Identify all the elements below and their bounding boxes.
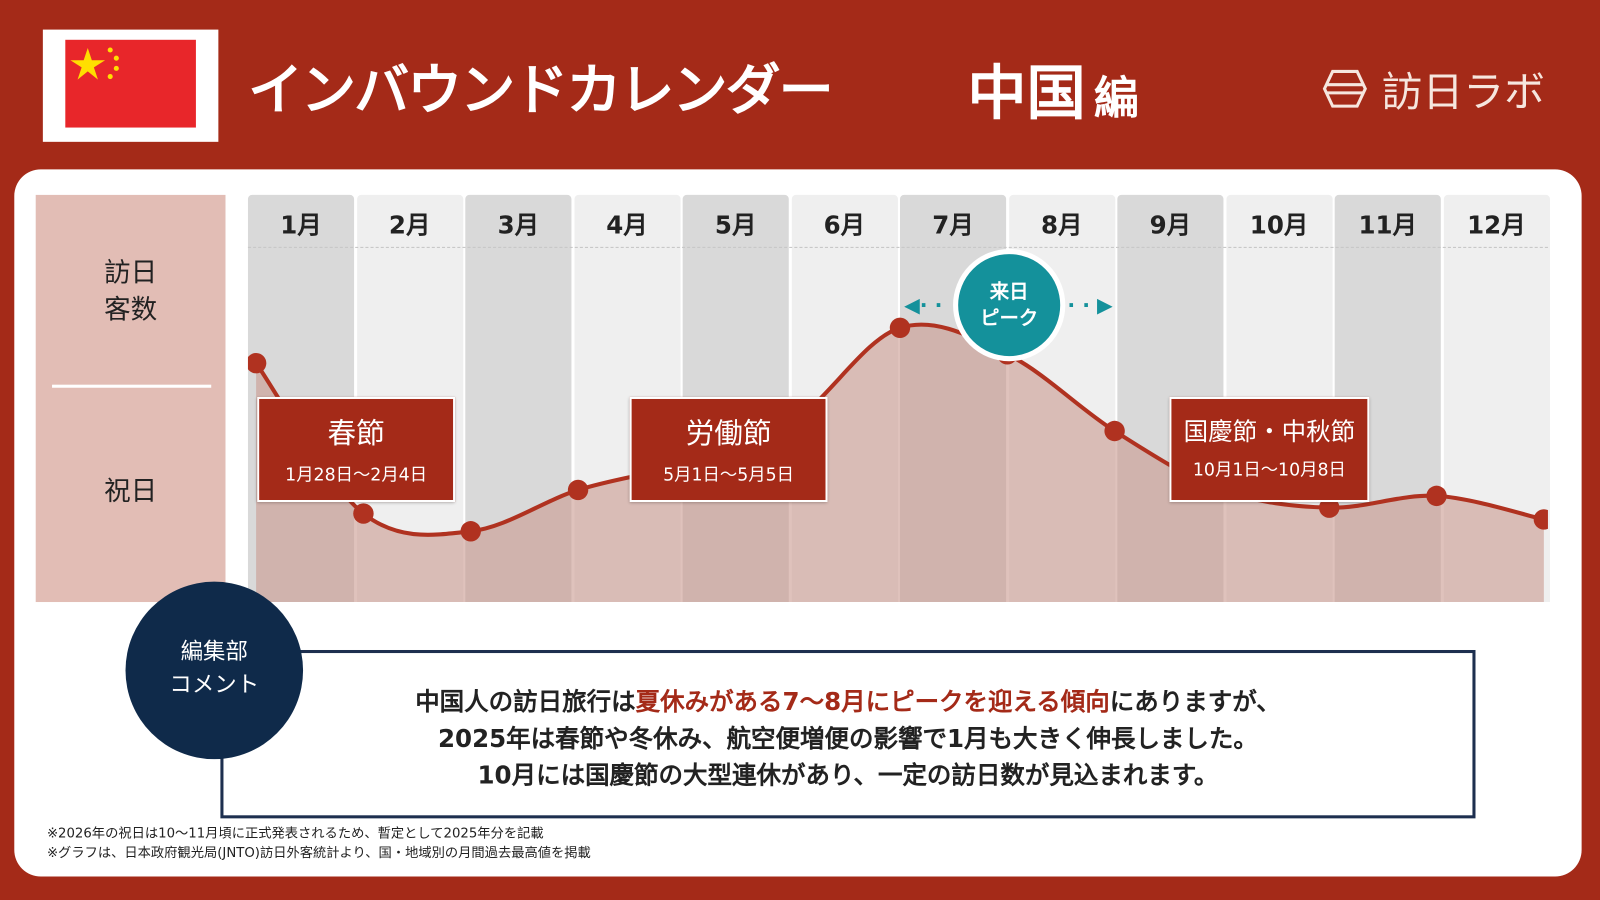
data-point [1426,485,1447,507]
badge-line2: コメント [169,672,260,698]
logo-hexagon-icon [1322,69,1367,108]
comment-line-1: 中国人の訪日旅行は夏休みがある7〜8月にピークを迎える傾向にありますが、 [223,684,1472,721]
peak-badge: 来日 ピーク [953,248,1066,362]
comment-text: にありますが、 [1109,687,1281,717]
data-point [1533,509,1548,530]
holiday-box-national-day: 国慶節・中秋節 10月1日〜10月8日 [1169,396,1370,503]
arrow-right-icon: · · ▶ [1067,292,1113,318]
data-point [889,317,911,338]
holiday-dates: 1月28日〜2月4日 [285,465,428,486]
month-label: 9月 [1149,211,1192,240]
holiday-dates: 10月1日〜10月8日 [1192,460,1346,481]
data-point [567,479,589,501]
country-suffix: 編 [1093,72,1139,125]
china-flag-icon [42,29,219,142]
arrow-left-icon: ◀· · [904,292,943,318]
divider [52,384,212,388]
month-label: 4月 [606,211,648,240]
data-point [247,352,267,374]
footnotes: ※2026年の祝日は10〜11月頃に正式発表されるため、暫定として2025年分を… [47,824,591,863]
comment-line-3: 10月には国慶節の大型連休があり、一定の訪日数が見込まれます。 [477,761,1219,790]
month-label: 3月 [497,211,540,240]
data-point [1319,497,1340,518]
holiday-name: 労働節 [685,416,772,450]
data-point [460,521,481,542]
holiday-box-labor-day: 労働節 5月1日〜5月5日 [629,396,828,503]
peak-line1: 来日 [989,280,1029,304]
visitor-area [256,324,1544,603]
holidays-label: 祝日 [104,476,158,508]
comment-highlight: 夏休みがある7〜8月にピークを迎える傾向 [635,687,1110,717]
holiday-dates: 5月1日〜5月5日 [663,465,794,486]
month-label: 11月 [1358,211,1418,240]
country-name: 中国 [967,58,1086,128]
holiday-name: 国慶節・中秋節 [1183,417,1356,446]
logo-text: 訪日ラボ [1381,69,1545,117]
month-label: 8月 [1040,211,1083,240]
comment-text: 中国人の訪日旅行は [415,687,636,717]
comment-box: 中国人の訪日旅行は夏休みがある7〜8月にピークを迎える傾向にありますが、 202… [220,649,1476,819]
visitors-label-1: 訪日 [104,258,158,289]
country-title: 中国編 [967,45,1138,131]
visitors-label-2: 客数 [104,294,158,326]
month-label: 12月 [1467,211,1526,240]
header-divider [247,246,1548,248]
month-label: 1月 [280,211,322,240]
data-point [353,503,374,524]
row-labels: 訪日 客数 祝日 [35,194,226,603]
footnote: ※2026年の祝日は10〜11月頃に正式発表されるため、暫定として2025年分を… [46,826,544,842]
peak-line2: ピーク [980,307,1039,330]
logo: 訪日ラボ [1322,59,1545,118]
month-label: 2月 [388,211,431,240]
data-point [1104,420,1125,442]
comment-line-2: 2025年は春節や冬休み、航空便増便の影響で1月も大きく伸長しました。 [438,724,1258,754]
page-title: インバウンドカレンダー [247,58,834,123]
month-label: 5月 [714,211,757,240]
month-label: 7月 [932,211,974,240]
holiday-name: 春節 [327,416,385,450]
month-label: 10月 [1249,211,1309,240]
month-label: 6月 [823,211,866,240]
holiday-box-spring-festival: 春節 1月28日〜2月4日 [257,396,456,503]
footnote: ※グラフは、日本政府観光局(JNTO)訪日外客統計より、国・地域別の月間過去最高… [46,845,591,862]
badge-line1: 編集部 [180,639,248,666]
editor-comment-badge: 編集部 コメント [125,581,304,760]
